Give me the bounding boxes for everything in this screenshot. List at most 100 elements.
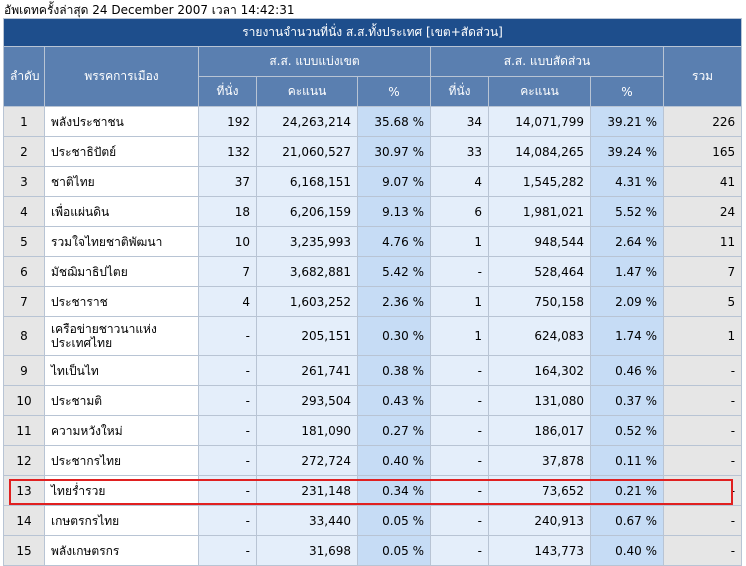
row-proportional-seats: 1 bbox=[430, 316, 489, 356]
row-proportional-votes: 1,545,282 bbox=[488, 166, 591, 197]
row-proportional-votes: 73,652 bbox=[488, 475, 591, 506]
row-proportional-pct: 0.11 % bbox=[590, 445, 664, 476]
row-district-pct: 0.30 % bbox=[357, 316, 431, 356]
row-proportional-seats: 1 bbox=[430, 286, 489, 317]
row-district-seats: 18 bbox=[198, 196, 257, 227]
row-proportional-pct: 1.74 % bbox=[590, 316, 664, 356]
row-total: 5 bbox=[662, 286, 743, 317]
row-total: 41 bbox=[662, 166, 743, 197]
row-proportional-votes: 164,302 bbox=[488, 355, 591, 386]
last-update-time: 14:42:31 bbox=[240, 3, 295, 17]
row-proportional-pct: 0.67 % bbox=[590, 505, 664, 536]
row-district-votes: 231,148 bbox=[256, 475, 358, 506]
row-proportional-votes: 528,464 bbox=[488, 256, 591, 287]
table-row: 5 รวมใจไทยชาติพัฒนา 10 3,235,993 4.76 % 1 948,… bbox=[3, 226, 743, 257]
header-district-group: ส.ส. แบบแบ่งเขต bbox=[198, 46, 431, 77]
row-proportional-seats: 1 bbox=[430, 226, 489, 257]
row-proportional-pct: 4.31 % bbox=[590, 166, 664, 197]
row-rank: 15 bbox=[3, 535, 45, 566]
row-total: - bbox=[662, 445, 743, 476]
row-total: 11 bbox=[662, 226, 743, 257]
header-proportional-group: ส.ส. แบบสัดส่วน bbox=[430, 46, 664, 77]
row-party: ไทเป็นไท bbox=[44, 355, 199, 386]
row-district-pct: 9.13 % bbox=[357, 196, 431, 227]
last-update: อัพเดทครั้งล่าสุด 24 December 2007 เวลา … bbox=[4, 2, 294, 18]
row-rank: 6 bbox=[3, 256, 45, 287]
header-proportional-pct: % bbox=[590, 76, 664, 107]
row-district-seats: 192 bbox=[198, 106, 257, 137]
row-district-pct: 0.43 % bbox=[357, 385, 431, 416]
row-district-pct: 30.97 % bbox=[357, 136, 431, 167]
table-row: 9 ไทเป็นไท -261,741 0.38 % -164,302 0.46 % - bbox=[3, 355, 743, 386]
row-proportional-votes: 750,158 bbox=[488, 286, 591, 317]
row-district-votes: 6,168,151 bbox=[256, 166, 358, 197]
row-district-seats: 7 bbox=[198, 256, 257, 287]
row-proportional-seats: 6 bbox=[430, 196, 489, 227]
row-proportional-votes: 624,083 bbox=[488, 316, 591, 356]
row-district-seats: 10 bbox=[198, 226, 257, 257]
row-proportional-seats: - bbox=[430, 445, 489, 476]
row-district-pct: 0.40 % bbox=[357, 445, 431, 476]
row-party: เพื่อแผ่นดิน bbox=[44, 196, 199, 227]
row-party: เกษตรกรไทย bbox=[44, 505, 199, 536]
row-proportional-seats: 33 bbox=[430, 136, 489, 167]
header-district-pct: % bbox=[357, 76, 431, 107]
row-total: 7 bbox=[662, 256, 743, 287]
row-total: 226 bbox=[662, 106, 743, 137]
header-party: พรรคการเมือง bbox=[44, 46, 199, 107]
row-district-votes: 181,090 bbox=[256, 415, 358, 446]
row-proportional-seats: - bbox=[430, 355, 489, 386]
row-district-pct: 0.05 % bbox=[357, 505, 431, 536]
row-party: มัชฌิมาธิปไตย bbox=[44, 256, 199, 287]
row-proportional-votes: 14,084,265 bbox=[488, 136, 591, 167]
row-proportional-pct: 2.09 % bbox=[590, 286, 664, 317]
results-table: รายงานจำนวนที่นั่ง ส.ส.ทั้งประเทศ [เขต+ส… bbox=[2, 18, 743, 566]
table-row: 12 ประชากรไทย -272,724 0.40 % -37,878 0.11 % - bbox=[3, 445, 743, 476]
row-proportional-votes: 186,017 bbox=[488, 415, 591, 446]
row-total: - bbox=[662, 475, 743, 506]
row-party: เครือข่ายชาวนาแห่งประเทศไทย bbox=[44, 316, 199, 356]
row-district-seats: - bbox=[198, 505, 257, 536]
row-district-pct: 4.76 % bbox=[357, 226, 431, 257]
row-proportional-votes: 948,544 bbox=[488, 226, 591, 257]
row-party: ประชาธิปัตย์ bbox=[44, 136, 199, 167]
row-total: - bbox=[662, 505, 743, 536]
table-title: รายงานจำนวนที่นั่ง ส.ส.ทั้งประเทศ [เขต+ส… bbox=[2, 18, 743, 47]
row-proportional-seats: - bbox=[430, 505, 489, 536]
table-row: 10 ประชามติ -293,504 0.43 % -131,080 0.37 % - bbox=[3, 385, 743, 416]
row-district-seats: 132 bbox=[198, 136, 257, 167]
row-proportional-seats: - bbox=[430, 535, 489, 566]
table-row: 15 พลังเกษตรกร -31,698 0.05 % -143,773 0.40 %… bbox=[3, 535, 743, 566]
row-district-pct: 2.36 % bbox=[357, 286, 431, 317]
row-district-pct: 5.42 % bbox=[357, 256, 431, 287]
row-district-pct: 9.07 % bbox=[357, 166, 431, 197]
row-rank: 3 bbox=[3, 166, 45, 197]
row-party: ประชามติ bbox=[44, 385, 199, 416]
row-district-votes: 293,504 bbox=[256, 385, 358, 416]
table-row: 7 ประชาราช 4 1,603,252 2.36 % 1 750,158 2.09 % 5 bbox=[3, 286, 743, 317]
row-party: ประชาราช bbox=[44, 286, 199, 317]
row-party: พลังเกษตรกร bbox=[44, 535, 199, 566]
row-proportional-pct: 39.24 % bbox=[590, 136, 664, 167]
row-proportional-pct: 5.52 % bbox=[590, 196, 664, 227]
row-district-votes: 1,603,252 bbox=[256, 286, 358, 317]
row-district-pct: 0.27 % bbox=[357, 415, 431, 446]
row-rank: 9 bbox=[3, 355, 45, 386]
row-proportional-votes: 131,080 bbox=[488, 385, 591, 416]
row-proportional-votes: 240,913 bbox=[488, 505, 591, 536]
last-update-date: 24 December 2007 bbox=[92, 3, 208, 17]
header-proportional-votes: คะแนน bbox=[488, 76, 591, 107]
header-proportional-seats: ที่นั่ง bbox=[430, 76, 489, 107]
row-district-pct: 35.68 % bbox=[357, 106, 431, 137]
row-proportional-votes: 143,773 bbox=[488, 535, 591, 566]
row-district-seats: - bbox=[198, 355, 257, 386]
table-row: 3 ชาติไทย 37 6,168,151 9.07 % 4 1,545,282 4.31 … bbox=[3, 166, 743, 197]
row-proportional-pct: 1.47 % bbox=[590, 256, 664, 287]
header-total: รวม bbox=[662, 46, 743, 107]
row-district-pct: 0.38 % bbox=[357, 355, 431, 386]
row-proportional-pct: 0.21 % bbox=[590, 475, 664, 506]
row-proportional-pct: 0.37 % bbox=[590, 385, 664, 416]
last-update-label: อัพเดทครั้งล่าสุด bbox=[4, 3, 89, 17]
row-district-seats: 4 bbox=[198, 286, 257, 317]
row-proportional-votes: 1,981,021 bbox=[488, 196, 591, 227]
